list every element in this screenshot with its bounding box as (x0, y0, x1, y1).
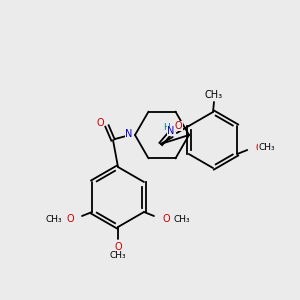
Text: O: O (162, 214, 170, 224)
Text: O: O (114, 242, 122, 252)
Text: CH₃: CH₃ (110, 250, 126, 260)
Text: N: N (167, 126, 174, 136)
Text: CH₃: CH₃ (205, 90, 223, 100)
Text: CH₃: CH₃ (259, 143, 276, 152)
Text: O: O (66, 214, 74, 224)
Text: CH₃: CH₃ (174, 214, 190, 224)
Text: CH₃: CH₃ (45, 214, 62, 224)
Text: H: H (164, 122, 170, 131)
Text: O: O (96, 118, 104, 128)
Text: O: O (255, 143, 263, 153)
Text: N: N (125, 129, 133, 139)
Text: O: O (175, 121, 183, 131)
